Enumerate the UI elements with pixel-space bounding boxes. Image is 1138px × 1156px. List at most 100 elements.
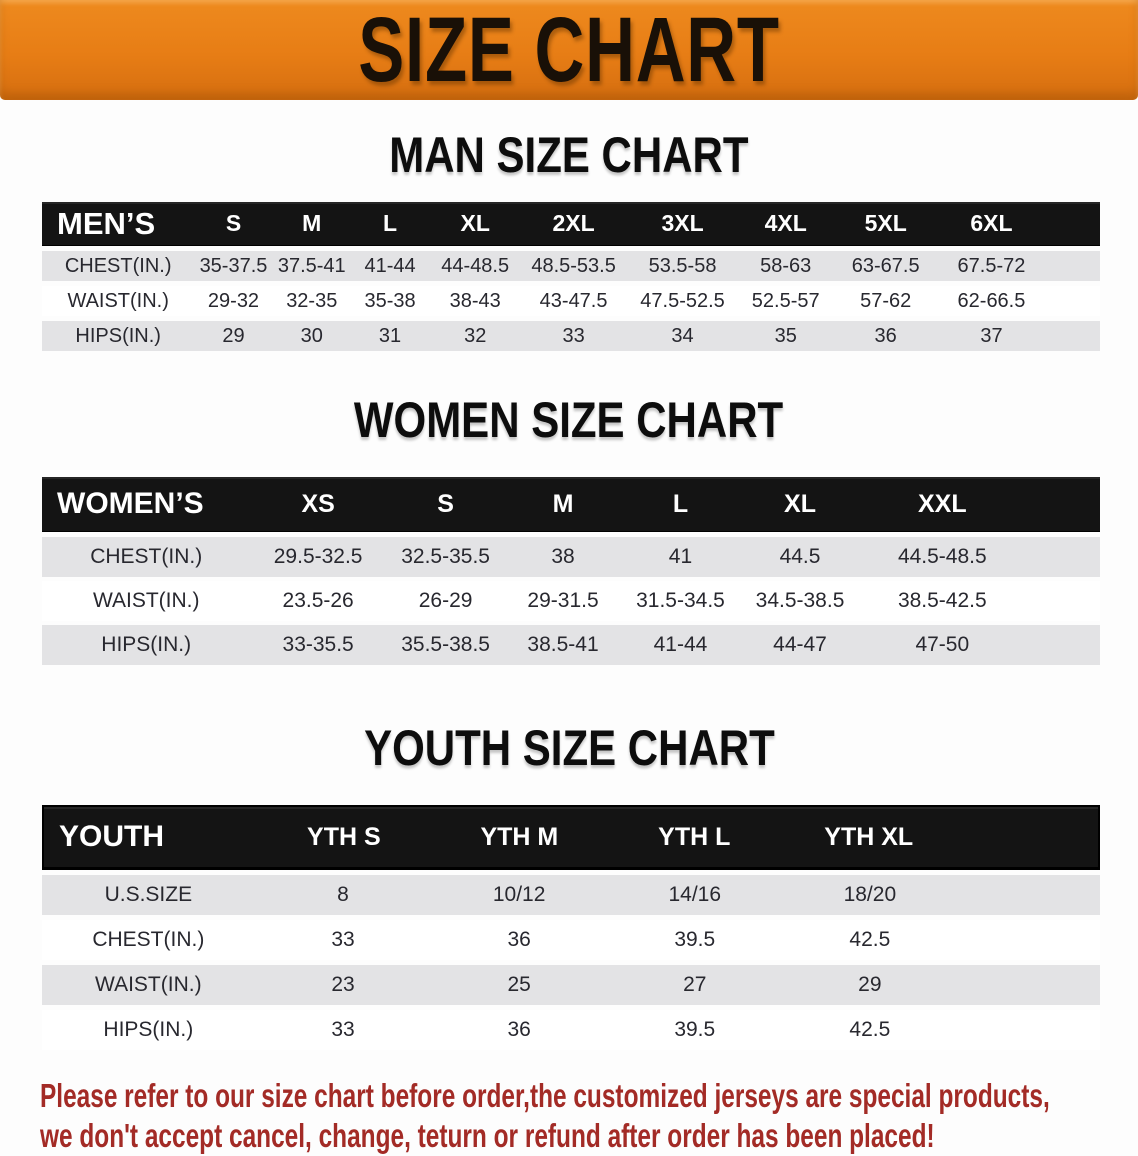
data-cell: 36	[507, 1018, 531, 1041]
men-chest-row: CHEST(IN.) 35-37.5 37.5-41 41-44 44-48.5…	[42, 251, 1100, 281]
data-cell: 29-32	[207, 289, 260, 312]
data-cell: 38-43	[449, 289, 501, 312]
data-cell: 41-44	[364, 254, 416, 277]
man-section-heading: MAN SIZE CHART	[0, 126, 1138, 184]
header-cell: YTH XL	[824, 822, 914, 851]
data-cell: 37	[980, 324, 1003, 347]
data-cell: 47.5-52.5	[640, 289, 725, 312]
data-cell: 38.5-41	[527, 633, 599, 656]
data-cell: 44-47	[773, 633, 827, 656]
data-cell: 62-66.5	[957, 289, 1026, 312]
header-cell: XXL	[918, 489, 967, 518]
data-cell: 42.5	[849, 1018, 891, 1041]
youth-table-title: YOUTH	[59, 820, 164, 853]
disclaimer-line-1: Please refer to our size chart before or…	[40, 1077, 1050, 1114]
header-cell: XL	[784, 489, 816, 518]
data-cell: 23.5-26	[282, 589, 354, 612]
row-label: WAIST(IN.)	[67, 289, 169, 312]
data-cell: 41	[668, 545, 693, 568]
header-cell: 3XL	[661, 210, 704, 236]
youth-ussize-row: U.S.SIZE 8 10/12 14/16 18/20	[42, 875, 1100, 915]
men-hips-row: HIPS(IN.) 29 30 31 32 33 34 35 36 37	[42, 321, 1100, 351]
header-cell: XS	[301, 489, 335, 518]
men-waist-row: WAIST(IN.) 29-32 32-35 35-38 38-43 43-47…	[42, 286, 1100, 316]
row-label: CHEST(IN.)	[92, 928, 205, 951]
data-cell: 31.5-34.5	[636, 589, 725, 612]
women-section-heading: WOMEN SIZE CHART	[0, 391, 1138, 449]
data-cell: 29	[858, 973, 882, 996]
women-chest-row: CHEST(IN.) 29.5-32.5 32.5-35.5 38 41 44.…	[42, 537, 1100, 577]
row-label: CHEST(IN.)	[90, 545, 203, 568]
men-size-table: MEN’S S M L XL 2XL 3XL 4XL 5XL 6XL CHEST…	[42, 202, 1100, 351]
data-cell: 38.5-42.5	[897, 589, 987, 612]
data-cell: 10/12	[492, 883, 546, 906]
men-table-title: MEN’S	[57, 205, 156, 241]
youth-chest-row: CHEST(IN.) 33 36 39.5 42.5	[42, 920, 1100, 960]
disclaimer-note: Please refer to our size chart before or…	[40, 1076, 1138, 1156]
youth-hips-row: HIPS(IN.) 33 36 39.5 42.5	[42, 1010, 1100, 1050]
data-cell: 38	[551, 545, 575, 568]
row-label: CHEST(IN.)	[64, 254, 172, 277]
data-cell: 35	[774, 324, 797, 347]
data-cell: 44.5-48.5	[897, 545, 987, 568]
data-cell: 35.5-38.5	[401, 633, 490, 656]
data-cell: 33	[562, 324, 585, 347]
header-cell: YTH M	[480, 822, 559, 851]
data-cell: 58-63	[760, 254, 812, 277]
data-cell: 36	[874, 324, 897, 347]
data-cell: 33-35.5	[282, 633, 354, 656]
data-cell: 36	[507, 928, 531, 951]
row-label: HIPS(IN.)	[103, 1018, 194, 1041]
youth-waist-row: WAIST(IN.) 23 25 27 29	[42, 965, 1100, 1005]
youth-table-header-row: YOUTH YTH S YTH M YTH L YTH XL	[42, 805, 1100, 869]
data-cell: 57-62	[860, 289, 912, 312]
data-cell: 32.5-35.5	[401, 545, 490, 568]
header-cell: 4XL	[764, 210, 807, 236]
women-hips-row: HIPS(IN.) 33-35.5 35.5-38.5 38.5-41 41-4…	[42, 625, 1100, 665]
data-cell: 23	[331, 973, 355, 996]
youth-size-table: YOUTH YTH S YTH M YTH L YTH XL U.S.SIZE …	[42, 805, 1100, 1050]
header-cell: L	[672, 489, 689, 518]
data-cell: 29.5-32.5	[273, 545, 363, 568]
data-cell: 29	[222, 324, 245, 347]
men-table-header-row: MEN’S S M L XL 2XL 3XL 4XL 5XL 6XL	[42, 202, 1100, 245]
data-cell: 34.5-38.5	[755, 589, 845, 612]
header-cell: S	[225, 210, 242, 236]
data-cell: 41-44	[653, 633, 708, 656]
data-cell: 37.5-41	[277, 254, 346, 277]
header-cell: S	[437, 489, 454, 518]
women-heading-text: WOMEN SIZE CHART	[354, 392, 784, 448]
row-label: WAIST(IN.)	[92, 589, 200, 612]
header-cell: 5XL	[864, 210, 907, 236]
data-cell: 33	[331, 1018, 355, 1041]
header-cell: XL	[460, 210, 490, 236]
data-cell: 43-47.5	[539, 289, 608, 312]
data-cell: 34	[671, 324, 694, 347]
data-cell: 39.5	[674, 1018, 716, 1041]
data-cell: 63-67.5	[851, 254, 920, 277]
data-cell: 53.5-58	[648, 254, 717, 277]
data-cell: 35-38	[364, 289, 416, 312]
header-cell: 6XL	[970, 210, 1013, 236]
data-cell: 25	[507, 973, 531, 996]
data-cell: 26-29	[418, 589, 473, 612]
header-cell: YTH S	[307, 822, 381, 851]
women-table-title: WOMEN’S	[57, 487, 204, 520]
data-cell: 52.5-57	[751, 289, 820, 312]
data-cell: 44-48.5	[441, 254, 510, 277]
data-cell: 27	[683, 973, 707, 996]
data-cell: 14/16	[668, 883, 722, 906]
header-cell: L	[383, 210, 398, 236]
row-label: WAIST(IN.)	[95, 973, 202, 996]
women-table-header-row: WOMEN’S XS S M L XL XXL	[42, 477, 1100, 531]
header-cell: M	[552, 489, 574, 518]
data-cell: 44.5	[779, 545, 821, 568]
women-size-table: WOMEN’S XS S M L XL XXL CHEST(IN.) 29.5-…	[42, 477, 1100, 665]
youth-heading-text: YOUTH SIZE CHART	[363, 720, 775, 776]
header-cell: 2XL	[552, 210, 595, 236]
data-cell: 18/20	[843, 883, 897, 906]
size-chart-banner: SIZE CHART	[0, 0, 1138, 101]
data-cell: 31	[378, 324, 402, 347]
header-cell: YTH L	[658, 822, 731, 851]
data-cell: 67.5-72	[957, 254, 1026, 277]
